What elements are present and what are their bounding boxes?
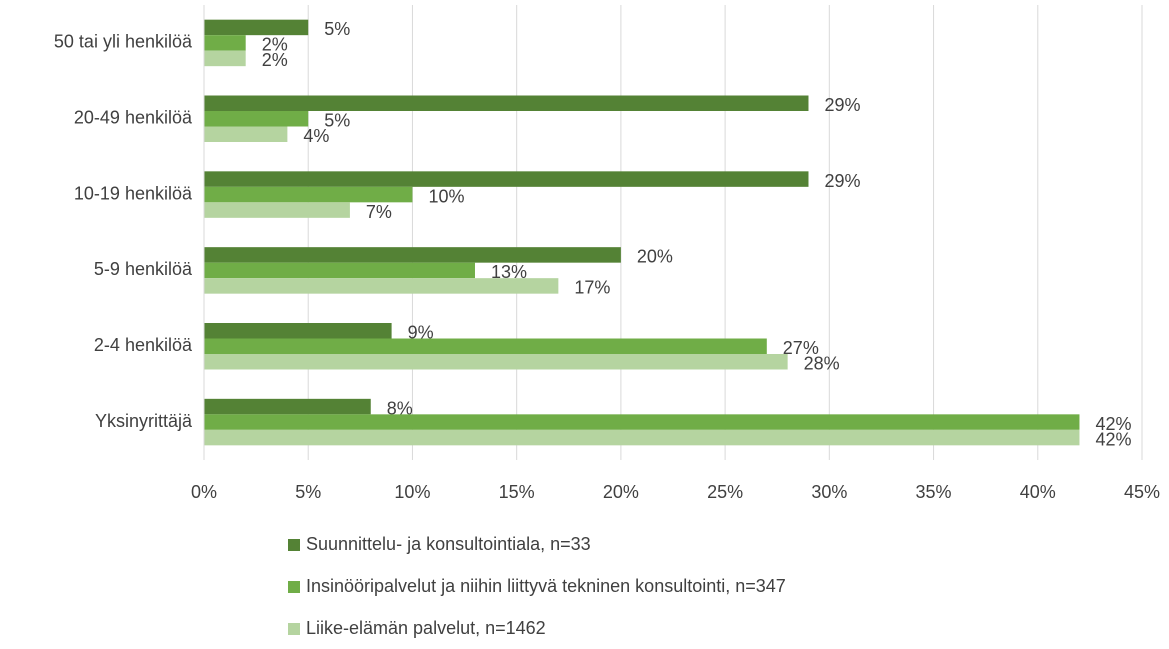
data-label: 4% <box>303 126 329 146</box>
bar <box>204 338 767 354</box>
bar <box>204 126 288 142</box>
legend-swatch <box>288 581 300 593</box>
bar <box>204 262 475 279</box>
bar <box>204 323 392 339</box>
x-tick-label: 45% <box>1124 482 1160 502</box>
data-label: 27% <box>783 338 819 358</box>
data-label: 2% <box>262 50 288 70</box>
data-label: 28% <box>804 354 840 374</box>
x-tick-label: 10% <box>394 482 430 502</box>
x-tick-label: 25% <box>707 482 743 502</box>
legend-swatch <box>288 539 300 551</box>
data-label: 13% <box>491 262 527 282</box>
legend-label: Insinööripalvelut ja niihin liittyvä tek… <box>306 576 786 596</box>
y-tick-label: 50 tai yli henkilöä <box>54 32 193 52</box>
bar <box>204 414 1080 430</box>
data-label: 29% <box>824 171 860 191</box>
bar <box>204 111 309 127</box>
legend-swatch <box>288 623 300 635</box>
data-label: 42% <box>1095 414 1131 434</box>
bar <box>204 202 350 218</box>
data-label: 9% <box>408 323 434 343</box>
data-label: 10% <box>428 186 464 206</box>
data-label: 17% <box>574 278 610 298</box>
bar <box>204 95 809 111</box>
legend-label: Liike-elämän palvelut, n=1462 <box>306 618 546 638</box>
y-tick-label: 5-9 henkilöä <box>94 259 193 279</box>
bar <box>204 429 1080 446</box>
data-label: 2% <box>262 35 288 55</box>
bar <box>204 171 809 187</box>
x-tick-label: 30% <box>811 482 847 502</box>
x-tick-label: 15% <box>499 482 535 502</box>
bar <box>204 186 413 203</box>
x-tick-label: 40% <box>1020 482 1056 502</box>
data-label: 42% <box>1095 429 1131 449</box>
data-label: 8% <box>387 398 413 418</box>
bar <box>204 35 246 51</box>
bar <box>204 398 371 415</box>
y-tick-label: 2-4 henkilöä <box>94 335 193 355</box>
bar <box>204 354 788 370</box>
x-tick-label: 5% <box>295 482 321 502</box>
y-tick-label: Yksinyrittäjä <box>95 411 193 431</box>
bar <box>204 247 621 263</box>
bar <box>204 50 246 67</box>
legend-label: Suunnittelu- ja konsultointiala, n=33 <box>306 534 591 554</box>
data-label: 7% <box>366 202 392 222</box>
bar <box>204 19 309 36</box>
data-label: 5% <box>324 111 350 131</box>
bar <box>204 278 559 294</box>
data-label: 29% <box>824 95 860 115</box>
x-tick-label: 20% <box>603 482 639 502</box>
data-label: 5% <box>324 19 350 39</box>
data-label: 20% <box>637 247 673 267</box>
x-tick-label: 0% <box>191 482 217 502</box>
x-tick-label: 35% <box>916 482 952 502</box>
y-tick-label: 10-19 henkilöä <box>74 183 193 203</box>
y-tick-label: 20-49 henkilöä <box>74 108 193 128</box>
